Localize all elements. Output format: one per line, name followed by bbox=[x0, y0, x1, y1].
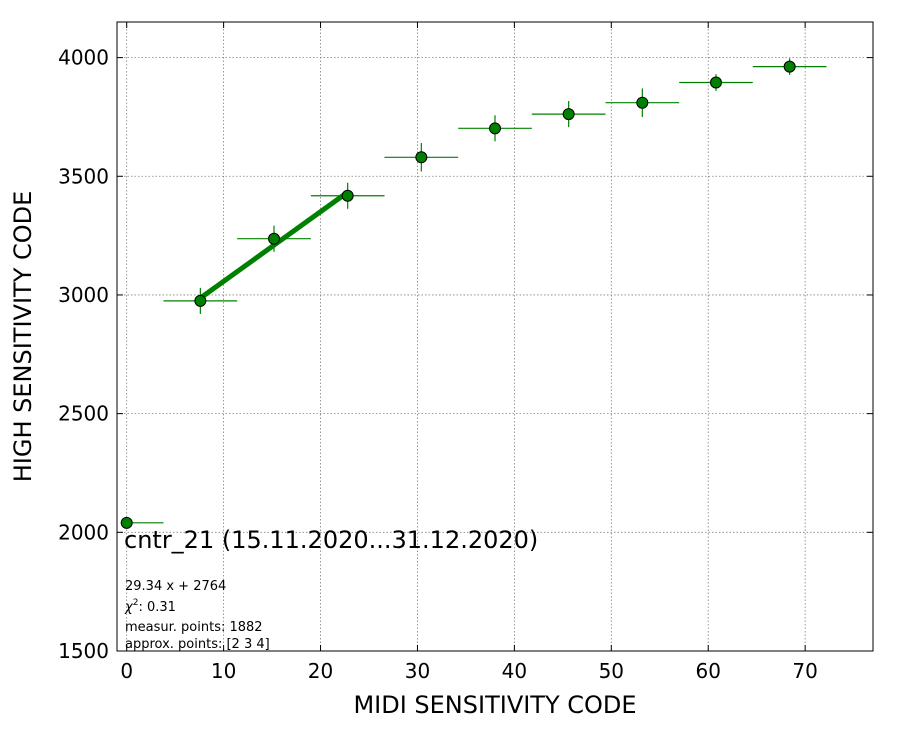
x-tick-label: 0 bbox=[120, 659, 133, 683]
x-tick-label: 70 bbox=[792, 659, 817, 683]
data-point bbox=[709, 76, 722, 89]
approx-points-text: approx. points: [2 3 4] bbox=[125, 637, 270, 652]
measured-points-text: measur. points: 1882 bbox=[125, 620, 263, 635]
x-tick-label: 50 bbox=[599, 659, 624, 683]
y-tick-label: 4000 bbox=[58, 46, 109, 70]
data-point bbox=[268, 232, 281, 245]
data-point bbox=[341, 189, 354, 202]
y-tick-label: 2500 bbox=[58, 402, 109, 426]
data-point bbox=[194, 294, 207, 307]
data-point bbox=[783, 60, 796, 73]
chart-title: cntr_21 (15.11.2020...31.12.2020) bbox=[124, 526, 538, 554]
y-tick-label: 3000 bbox=[58, 283, 109, 307]
x-axis-label: MIDI SENSITIVITY CODE bbox=[353, 691, 636, 719]
x-tick-label: 30 bbox=[405, 659, 430, 683]
data-point bbox=[120, 516, 133, 529]
chi2-superscript: 2 bbox=[133, 598, 139, 608]
axis-ticks: 0 10 20 30 40 50 60 70 1500 2000 2500 3000 3500 4000 bbox=[58, 22, 873, 683]
data-point bbox=[562, 108, 575, 121]
fit-equation: 29.34 x + 2764 bbox=[125, 579, 226, 594]
x-tick-label: 40 bbox=[502, 659, 527, 683]
data-point bbox=[636, 96, 649, 109]
y-tick-label: 1500 bbox=[58, 639, 109, 663]
plot-frame bbox=[116, 21, 874, 652]
x-tick-label: 60 bbox=[696, 659, 721, 683]
chi2-annotation: χ2: 0.31 bbox=[124, 598, 176, 615]
chi2-value: : 0.31 bbox=[138, 600, 175, 615]
y-tick-label: 2000 bbox=[58, 520, 109, 544]
data-point bbox=[489, 122, 501, 135]
x-tick-label: 20 bbox=[308, 659, 333, 683]
y-axis-label: HIGH SENSITIVITY CODE bbox=[9, 191, 37, 483]
chi2-symbol: χ bbox=[124, 600, 134, 615]
data-point bbox=[415, 151, 428, 164]
x-tick-label: 10 bbox=[211, 659, 236, 683]
data-points bbox=[120, 58, 827, 529]
y-tick-label: 3500 bbox=[58, 164, 109, 188]
